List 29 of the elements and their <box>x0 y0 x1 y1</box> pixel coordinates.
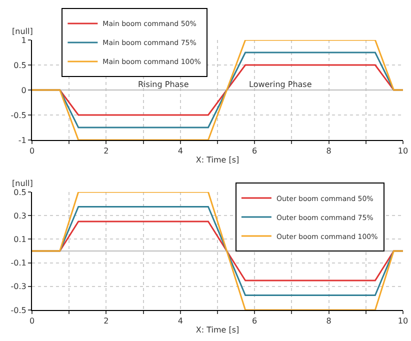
x-tick-label: 2 <box>104 146 109 156</box>
y-tick-label: 1 <box>21 36 26 45</box>
x-tick-label: 4 <box>178 316 183 326</box>
y-tick-label: 0.1 <box>14 235 26 244</box>
y-tick-label: 0.3 <box>14 211 26 220</box>
x-tick-label: 10 <box>398 146 408 156</box>
x-tick-label: 10 <box>398 316 408 326</box>
x-tick-label: 6 <box>252 316 258 326</box>
x-tick-label: 8 <box>326 146 332 156</box>
y-axis-title: [null] <box>12 179 33 188</box>
y-axis-title: [null] <box>12 27 33 36</box>
x-tick-label: 2 <box>104 316 109 326</box>
x-tick-label: 0 <box>29 146 35 156</box>
y-tick-label: -0.5 <box>10 306 26 315</box>
y-tick-label: -0.5 <box>10 110 26 120</box>
y-tick-label: -0.3 <box>10 282 26 292</box>
x-axis-title: X: Time [s] <box>196 156 240 165</box>
x-tick-label: 0 <box>29 316 35 326</box>
y-tick-label: 0.5 <box>14 60 26 70</box>
y-tick-label: 0.5 <box>14 188 26 197</box>
annotation: Lowering Phase <box>249 80 312 89</box>
x-tick-label: 4 <box>178 146 183 156</box>
x-tick-label: 8 <box>326 316 332 326</box>
x-tick-label: 6 <box>252 146 258 156</box>
x-axis-title: X: Time [s] <box>196 326 240 335</box>
annotation: Rising Phase <box>138 80 189 89</box>
y-tick-label: -1 <box>18 136 26 145</box>
y-tick-label: 0 <box>21 86 26 95</box>
y-tick-label: -0.1 <box>10 258 26 268</box>
